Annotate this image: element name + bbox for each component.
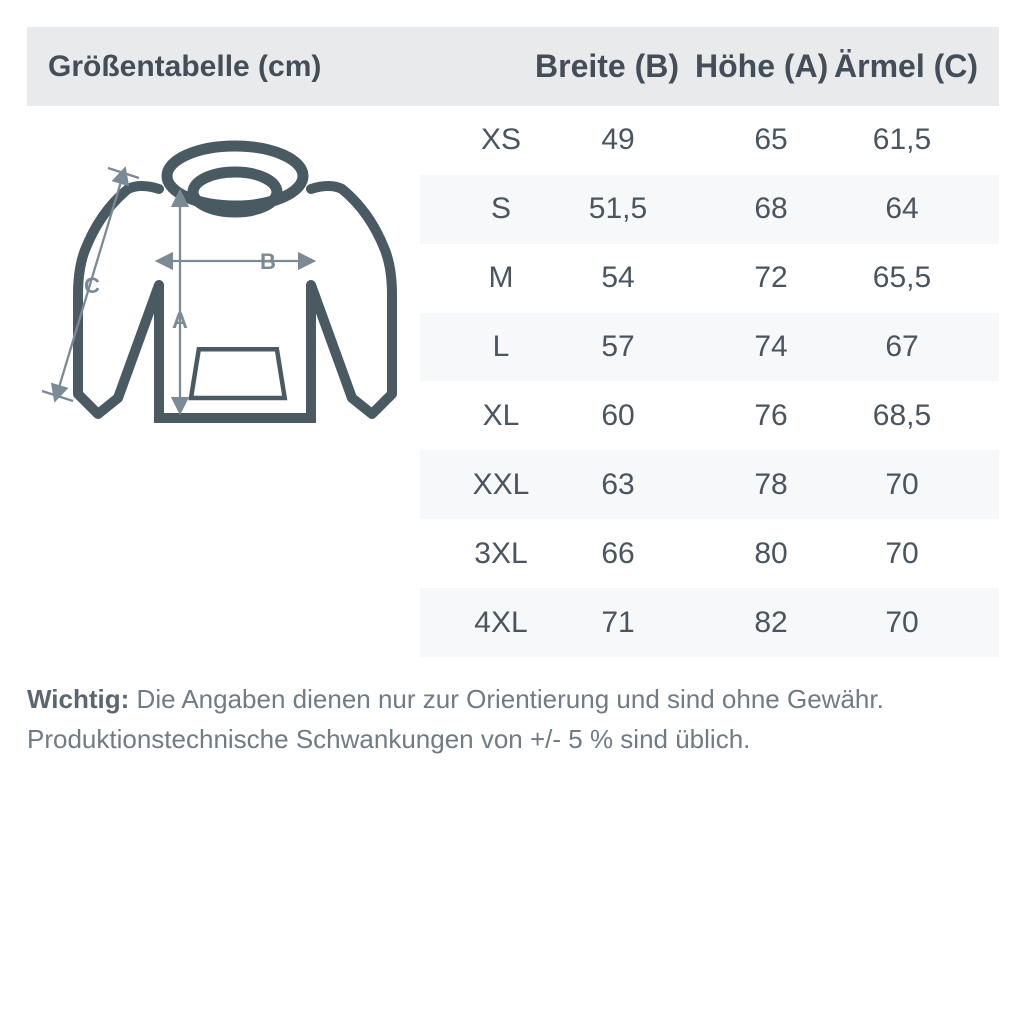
svg-text:A: A — [172, 308, 188, 333]
svg-text:B: B — [260, 249, 276, 274]
svg-text:C: C — [84, 273, 100, 298]
